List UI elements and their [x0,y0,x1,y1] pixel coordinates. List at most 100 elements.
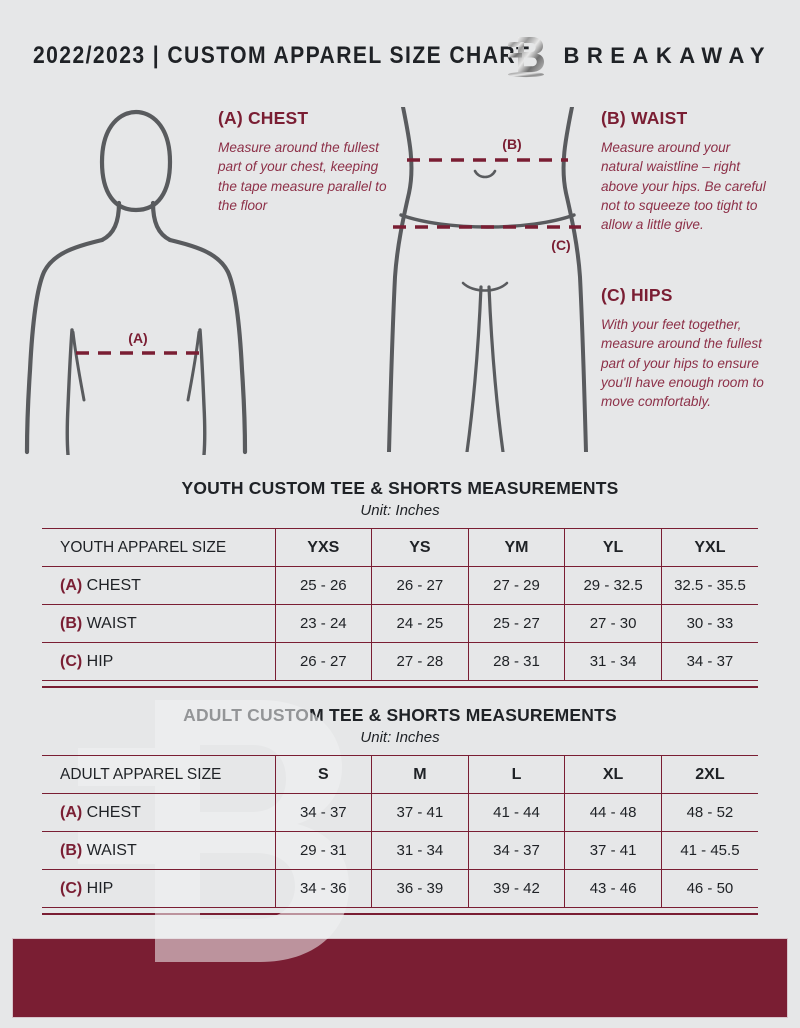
table-row: (A) CHEST 25 - 26 26 - 27 27 - 29 29 - 3… [42,566,758,605]
row-tag: (A) [60,576,83,594]
adult-waist-xl: 37 - 41 [564,831,662,870]
adult-size-header-0: S [274,755,372,794]
callout-hips-body: With your feet together, measure around … [601,317,764,410]
row-label: HIP [86,652,114,670]
table-row: (C) HIP 34 - 36 36 - 39 39 - 42 43 - 46 … [42,869,758,908]
adult-waist-m: 31 - 34 [371,831,469,870]
youth-row-label-chest: (A) CHEST [42,566,275,605]
youth-waist-yxl: 30 - 33 [660,604,758,643]
table-row: (B) WAIST 29 - 31 31 - 34 34 - 37 37 - 4… [42,831,758,870]
adult-waist-2xl: 41 - 45.5 [660,831,758,870]
youth-size-header-1: YS [371,528,469,567]
brand-lockup: BREAKAWAY [504,33,773,79]
adult-size-table: ADULT APPAREL SIZE S M L XL 2XL (A) CHES… [42,755,758,908]
table-row: (A) CHEST 34 - 37 37 - 41 41 - 44 44 - 4… [42,793,758,832]
youth-chest-ym: 27 - 29 [467,566,565,605]
youth-chest-yxs: 25 - 26 [274,566,372,605]
row-tag: (A) [60,803,83,821]
adult-waist-s: 29 - 31 [274,831,372,870]
page-header: 2022/2023 | CUSTOM APPAREL SIZE CHART BR… [0,30,800,82]
adult-row-label-hip: (C) HIP [42,869,275,908]
adult-chest-2xl: 48 - 52 [660,793,758,832]
adult-size-header-2: L [467,755,565,794]
brand-wordmark: BREAKAWAY [563,43,772,68]
adult-row-label-chest: (A) CHEST [42,793,275,832]
adult-table-underline [42,913,758,915]
youth-row-label-waist: (B) WAIST [42,604,275,643]
footer-bar [12,938,788,1018]
waist-line-label: (B) [502,136,521,152]
youth-hip-ym: 28 - 31 [467,642,565,681]
callout-waist: (B) WAIST Measure around your natural wa… [601,108,773,234]
row-tag: (B) [60,614,83,632]
youth-size-header-3: YL [564,528,662,567]
youth-waist-ym: 25 - 27 [467,604,565,643]
table-row: (B) WAIST 23 - 24 24 - 25 25 - 27 27 - 3… [42,604,758,643]
callout-chest: (A) CHEST Measure around the fullest par… [218,108,390,215]
youth-hip-yl: 31 - 34 [564,642,662,681]
row-label: HIP [86,879,114,897]
youth-section-unit: Unit: Inches [360,502,440,519]
callout-hips-title: (C) HIPS [601,285,673,305]
measurement-diagrams: (A) (B) (C) [0,95,800,465]
youth-hip-ys: 27 - 28 [371,642,469,681]
lower-body-measurement-figure: (B) (C) [387,107,588,452]
adult-section: ADULT CUSTOM TEE & SHORTS MEASUREMENTS U… [42,705,758,915]
adult-chest-m: 37 - 41 [371,793,469,832]
adult-header-label: ADULT APPAREL SIZE [42,755,275,794]
youth-size-header-2: YM [467,528,565,567]
callout-waist-body: Measure around your natural waistline – … [601,140,766,233]
youth-chest-yl: 29 - 32.5 [564,566,662,605]
youth-size-header-4: YXL [660,528,758,567]
adult-hip-m: 36 - 39 [371,869,469,908]
callout-chest-title: (A) CHEST [218,108,309,128]
upper-body-measurement-figure: (A) [24,109,248,455]
youth-size-table: YOUTH APPAREL SIZE YXS YS YM YL YXL (A) … [42,528,758,681]
callout-waist-title: (B) WAIST [601,108,688,128]
row-label: CHEST [86,803,141,821]
adult-section-title: ADULT CUSTOM TEE & SHORTS MEASUREMENTS [183,705,617,725]
adult-size-header-4: 2XL [660,755,758,794]
table-header-row: YOUTH APPAREL SIZE YXS YS YM YL YXL [42,528,758,567]
breakaway-b-monogram-icon [507,37,544,78]
adult-hip-s: 34 - 36 [274,869,372,908]
youth-hip-yxs: 26 - 27 [274,642,372,681]
adult-chest-s: 34 - 37 [274,793,372,832]
chest-line-label: (A) [128,330,147,346]
row-label: WAIST [86,614,137,632]
youth-waist-yxs: 23 - 24 [274,604,372,643]
adult-section-unit: Unit: Inches [360,729,440,746]
row-tag: (C) [60,879,83,897]
hip-line-label: (C) [551,237,570,253]
youth-waist-yl: 27 - 30 [564,604,662,643]
adult-chest-l: 41 - 44 [467,793,565,832]
youth-chest-ys: 26 - 27 [371,566,469,605]
adult-waist-l: 34 - 37 [467,831,565,870]
adult-hip-xl: 43 - 46 [564,869,662,908]
callout-chest-body: Measure around the fullest part of your … [218,140,387,213]
youth-hip-yxl: 34 - 37 [660,642,758,681]
row-tag: (B) [60,841,83,859]
youth-table-underline [42,686,758,688]
adult-row-label-waist: (B) WAIST [42,831,275,870]
row-label: WAIST [86,841,137,859]
adult-size-header-1: M [371,755,469,794]
callout-hips: (C) HIPS With your feet together, measur… [601,285,776,411]
table-row: (C) HIP 26 - 27 27 - 28 28 - 31 31 - 34 … [42,642,758,681]
table-header-row: ADULT APPAREL SIZE S M L XL 2XL [42,755,758,794]
row-label: CHEST [86,576,141,594]
adult-hip-2xl: 46 - 50 [660,869,758,908]
adult-size-header-3: XL [564,755,662,794]
youth-row-label-hip: (C) HIP [42,642,275,681]
youth-header-label: YOUTH APPAREL SIZE [42,528,275,567]
adult-hip-l: 39 - 42 [467,869,565,908]
youth-waist-ys: 24 - 25 [371,604,469,643]
youth-section-title: YOUTH CUSTOM TEE & SHORTS MEASUREMENTS [181,478,619,498]
youth-size-header-0: YXS [274,528,372,567]
youth-chest-yxl: 32.5 - 35.5 [660,566,758,605]
row-tag: (C) [60,652,83,670]
adult-chest-xl: 44 - 48 [564,793,662,832]
youth-section: YOUTH CUSTOM TEE & SHORTS MEASUREMENTS U… [42,478,758,688]
page-title: 2022/2023 | CUSTOM APPAREL SIZE CHART [33,42,531,69]
